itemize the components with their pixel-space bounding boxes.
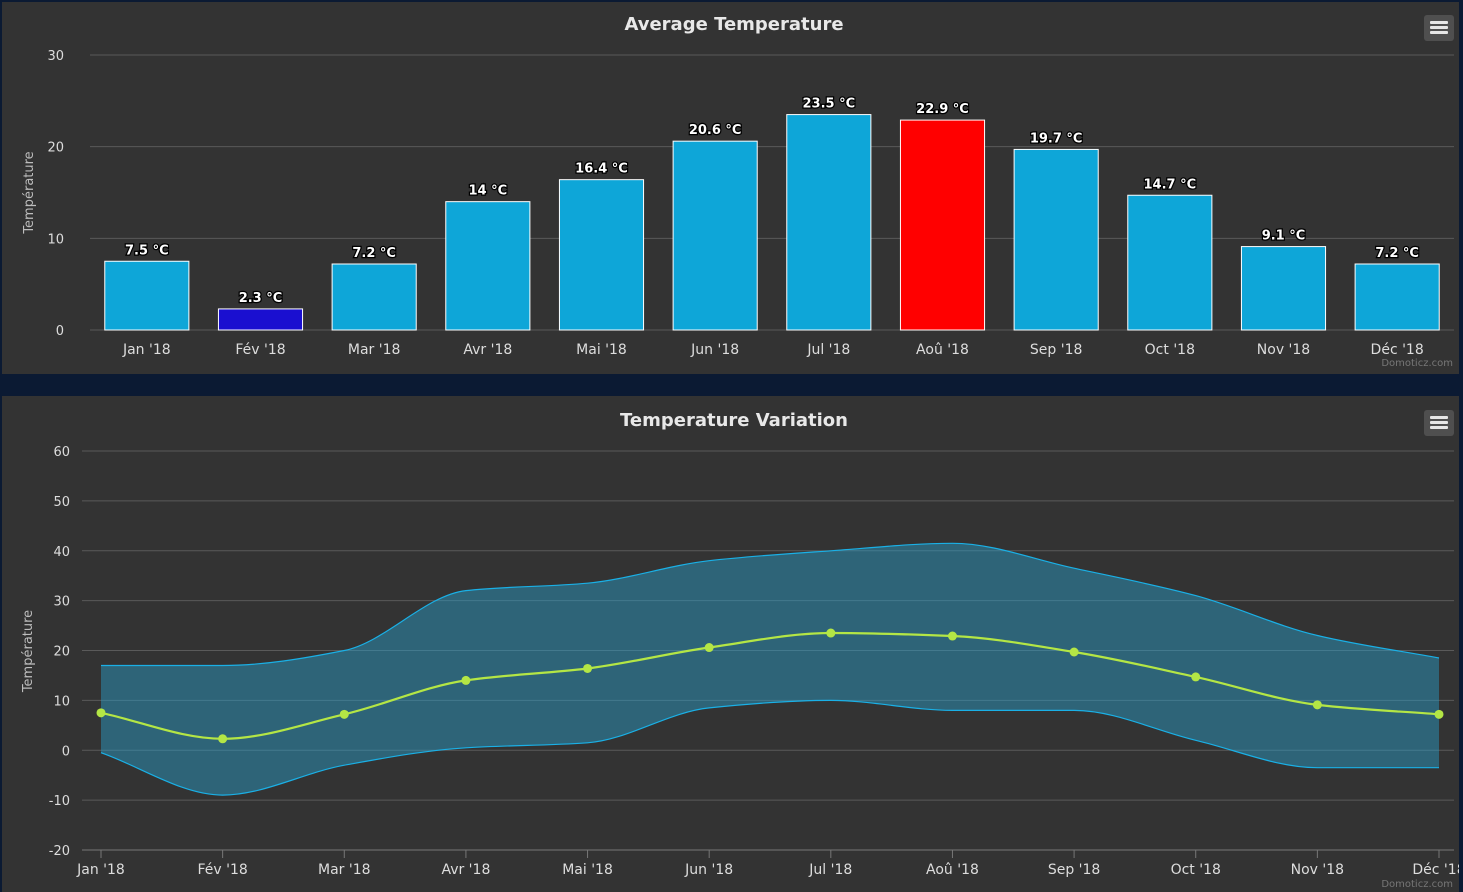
y-tick-label: 0: [62, 744, 70, 759]
x-tick-label: Mar '18: [318, 862, 371, 878]
bar: [1240, 246, 1327, 331]
x-tick-label: Déc '18: [1371, 342, 1424, 358]
x-tick-label: Avr '18: [441, 862, 490, 878]
x-tick-label: Fév '18: [197, 862, 247, 878]
data-label: 14 °C: [468, 184, 507, 199]
y-tick-label: 10: [53, 694, 70, 709]
data-label: 16.4 °C: [575, 162, 628, 177]
chart-title: Temperature Variation: [620, 410, 848, 431]
data-label: 7.2 °C: [1375, 246, 1419, 261]
range-high-line: [100, 542, 1440, 667]
x-tick-label: Nov '18: [1291, 862, 1344, 878]
data-point: [1069, 647, 1079, 657]
data-point: [339, 709, 349, 719]
y-axis-title: Température: [21, 610, 36, 693]
data-label: 22.9 °C: [916, 102, 969, 117]
temperature-variation-panel: Temperature Variation -20 -10 0 10 20 30 40 50 60…: [2, 396, 1459, 892]
x-tick-label: Jan '18: [76, 862, 125, 878]
y-tick-label: 0: [56, 324, 64, 339]
data-point: [218, 734, 228, 744]
data-label: 7.2 °C: [352, 246, 396, 261]
data-label: 7.5 °C: [125, 243, 169, 258]
y-tick-label: 50: [53, 495, 70, 510]
x-tick-label: Aoû '18: [926, 862, 979, 878]
data-point: [1312, 700, 1322, 710]
x-tick-label: Déc '18: [1412, 862, 1459, 878]
x-tick-label: Avr '18: [463, 342, 512, 358]
x-tick-label: Jul '18: [808, 862, 852, 878]
y-tick-label: -10: [49, 794, 70, 809]
data-point: [947, 631, 957, 641]
x-tick-label: Nov '18: [1257, 342, 1310, 358]
chart-credit[interactable]: Domoticz.com: [1381, 358, 1453, 369]
y-tick-label: 60: [53, 445, 70, 460]
data-point: [1434, 709, 1444, 719]
x-tick-label: Mai '18: [576, 342, 627, 358]
bar: [786, 114, 872, 331]
data-label: 14.7 °C: [1144, 177, 1197, 192]
y-axis-title: Température: [22, 151, 37, 234]
y-tick-label: 30: [53, 595, 70, 610]
x-tick-label: Oct '18: [1171, 862, 1221, 878]
data-point: [96, 708, 106, 718]
bar: [899, 119, 986, 331]
x-tick-label: Sep '18: [1048, 862, 1101, 878]
data-label: 9.1 °C: [1262, 229, 1306, 244]
x-tick-label: Jun '18: [684, 862, 733, 878]
average-temperature-panel: Average Temperature 0 10 20 30 Température 7.5…: [2, 2, 1459, 374]
bar: [104, 260, 190, 331]
data-label: 19.7 °C: [1030, 131, 1083, 146]
y-tick-label: 20: [53, 645, 70, 660]
x-tick-label: Jul '18: [806, 342, 850, 358]
y-tick-label: 20: [47, 141, 64, 156]
data-point: [1191, 672, 1201, 682]
temperature-variation-chart: Temperature Variation -20 -10 0 10 20 30 40 50 60…: [21, 410, 1459, 878]
average-temperature-chart: Average Temperature 0 10 20 30 Température 7.5…: [22, 14, 1454, 358]
bar: [672, 140, 758, 331]
x-tick-label: Oct '18: [1145, 342, 1195, 358]
x-tick-label: Jun '18: [690, 342, 739, 358]
y-tick-label: 10: [47, 232, 64, 247]
data-point: [583, 663, 593, 673]
average-line: [100, 631, 1440, 740]
data-point: [461, 675, 471, 685]
hamburger-menu-icon[interactable]: [1424, 15, 1454, 41]
x-tick-label: Mar '18: [348, 342, 401, 358]
range-area: [101, 543, 1439, 796]
data-point: [826, 628, 836, 638]
y-tick-label: 40: [53, 545, 70, 560]
hamburger-menu-icon[interactable]: [1424, 410, 1454, 436]
bar: [445, 201, 531, 331]
bar: [1127, 194, 1213, 331]
chart-title: Average Temperature: [624, 14, 843, 35]
data-label: 20.6 °C: [689, 123, 742, 138]
x-tick-label: Fév '18: [235, 342, 285, 358]
bar: [331, 263, 417, 331]
data-label: 2.3 °C: [239, 291, 283, 306]
x-tick-label: Sep '18: [1030, 342, 1083, 358]
bar: [558, 179, 645, 331]
y-tick-label: -20: [49, 844, 70, 859]
y-tick-label: 30: [47, 49, 64, 64]
x-tick-label: Mai '18: [562, 862, 613, 878]
data-label: 23.5 °C: [803, 97, 856, 112]
bar: [217, 308, 304, 331]
bar: [1354, 263, 1440, 331]
range-low-line: [100, 699, 1439, 796]
x-tick-label: Jan '18: [122, 342, 171, 358]
chart-credit[interactable]: Domoticz.com: [1381, 879, 1453, 890]
data-point: [704, 643, 714, 653]
x-tick-label: Aoû '18: [916, 342, 969, 358]
bar: [1013, 148, 1099, 331]
